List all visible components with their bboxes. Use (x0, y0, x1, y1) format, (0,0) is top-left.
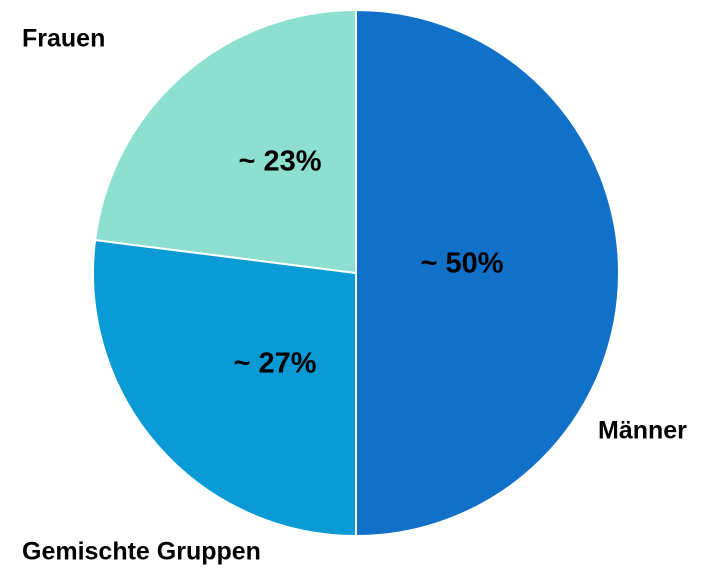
category-label: Frauen (22, 25, 105, 53)
pie-slice (92, 238, 357, 538)
pie-slice (355, 8, 620, 538)
pie-slice (93, 8, 357, 275)
value-label: ~ 50% (420, 248, 503, 280)
value-label: ~ 23% (238, 146, 321, 178)
category-label: Männer (598, 417, 687, 445)
category-label: Gemischte Gruppen (22, 538, 261, 566)
value-label: ~ 27% (233, 348, 316, 380)
